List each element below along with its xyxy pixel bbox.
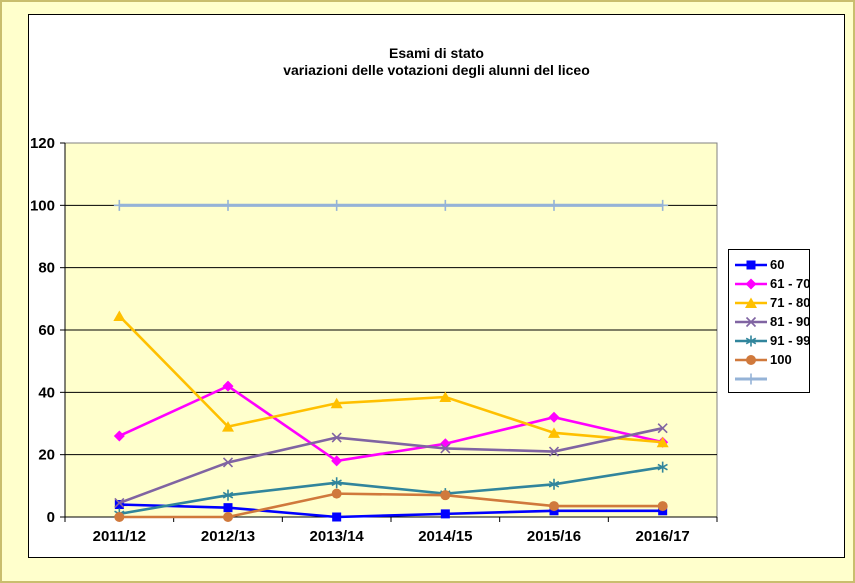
data-point-triangle-marker [222,421,234,432]
data-point-circle-marker [440,490,451,501]
data-point-square-marker [114,500,124,510]
y-axis-label: 80 [38,260,55,277]
x-axis-label: 2011/12 [93,528,146,545]
data-point-x-marker [657,423,668,434]
data-point-diamond-marker [745,278,757,289]
data-point-square-marker [332,512,342,522]
legend-entry [734,369,806,388]
legend-label: 71 - 80 [770,295,811,310]
series-line-91 - 99 [119,465,663,516]
series-line-100 [119,492,663,519]
data-point-diamond-marker [113,430,125,442]
series-line-81 - 90 [118,426,663,505]
data-point-plus-marker [548,199,560,211]
plot-area: 0 20 40 60 80 100 120 2011/12 2012/13 2013/14 2014… [30,135,718,545]
data-point-plus-marker [439,199,451,211]
data-point-square-marker [440,509,450,519]
y-axis-label: 60 [38,322,55,339]
data-point-plus-marker [745,373,757,384]
y-axis-label: 0 [47,509,55,526]
legend-entry: 81 - 90 [734,312,810,331]
data-point-circle-marker [223,512,233,522]
data-point-triangle-marker [548,427,560,438]
data-point-asterisk-marker [222,489,234,501]
legend-entry: 71 - 80 [734,293,810,312]
legend-entry: 61 - 70 [734,274,810,293]
data-point-plus-marker [657,199,669,211]
data-point-circle-marker [746,354,756,365]
legend-circle-marker-icon [735,354,767,365]
data-point-asterisk-marker [745,335,757,346]
legend-entry: 91 - 99 [734,331,810,350]
chart-title-line2: variazioni delle votazioni degli alunni … [283,62,590,78]
data-point-triangle-marker [656,436,669,448]
chart-title: Esami di stato variazioni delle votazion… [29,45,844,79]
data-point-x-marker [331,432,342,443]
legend-label: 91 - 99 [770,333,811,348]
data-point-circle-marker [331,488,342,499]
data-point-diamond-marker [222,380,234,392]
legend-asterisk-marker-icon [735,335,767,346]
data-point-plus-marker [331,199,343,211]
x-axis-label: 2014/15 [418,528,472,545]
legend-label: 100 [770,352,792,367]
x-axis-label: 2015/16 [527,528,581,545]
data-point-triangle-marker [745,297,757,308]
series-line-61 - 70 [118,384,663,463]
data-point-x-marker [745,316,757,327]
data-point-diamond-marker [331,455,343,467]
x-axis-label: 2012/13 [201,528,255,545]
data-point-asterisk-marker [548,478,560,490]
legend-diamond-marker-icon [735,278,767,289]
legend-entry: 60 [734,255,806,274]
data-point-triangle-marker [113,310,126,321]
series-line-60 [119,503,663,519]
y-axis-label: 40 [38,384,55,401]
data-point-triangle-marker [439,391,452,403]
legend-plus-marker-icon [735,373,767,384]
y-axis-label: 100 [30,197,55,214]
data-point-x-marker [222,457,234,468]
legend-x-marker-icon [735,316,767,327]
chart-canvas: Esami di stato variazioni delle votazion… [28,14,845,558]
data-point-asterisk-marker [657,461,668,473]
legend-label: 61 - 70 [770,276,811,291]
legend-entry: 100 [734,350,806,369]
legend-triangle-marker-icon [735,297,767,308]
data-point-diamond-marker [548,411,560,423]
data-point-circle-marker [657,501,668,512]
series-line-71 - 80 [118,315,663,444]
y-axis-label: 120 [30,135,55,152]
data-point-x-marker [114,497,125,509]
data-point-square-marker [223,503,233,513]
x-axis-label: 2016/17 [636,528,690,545]
data-point-x-marker [440,443,451,454]
data-point-circle-marker [549,501,559,512]
y-axis-label: 20 [38,447,55,464]
data-point-asterisk-marker [331,477,342,489]
data-point-plus-marker [222,199,234,211]
chart-title-line1: Esami di stato [389,45,484,61]
data-point-circle-marker [114,512,125,522]
data-point-triangle-marker [330,397,343,409]
data-point-plus-marker [113,199,125,211]
legend: 60 61 - 70 71 - 80 81 - 90 91 - 99 100 [728,249,810,393]
legend-label: 81 - 90 [770,314,811,329]
legend-square-marker-icon [735,260,767,269]
legend-label: 60 [770,257,785,272]
data-point-x-marker [548,446,560,457]
data-point-square-marker [746,260,756,269]
x-axis-label: 2013/14 [310,528,365,545]
